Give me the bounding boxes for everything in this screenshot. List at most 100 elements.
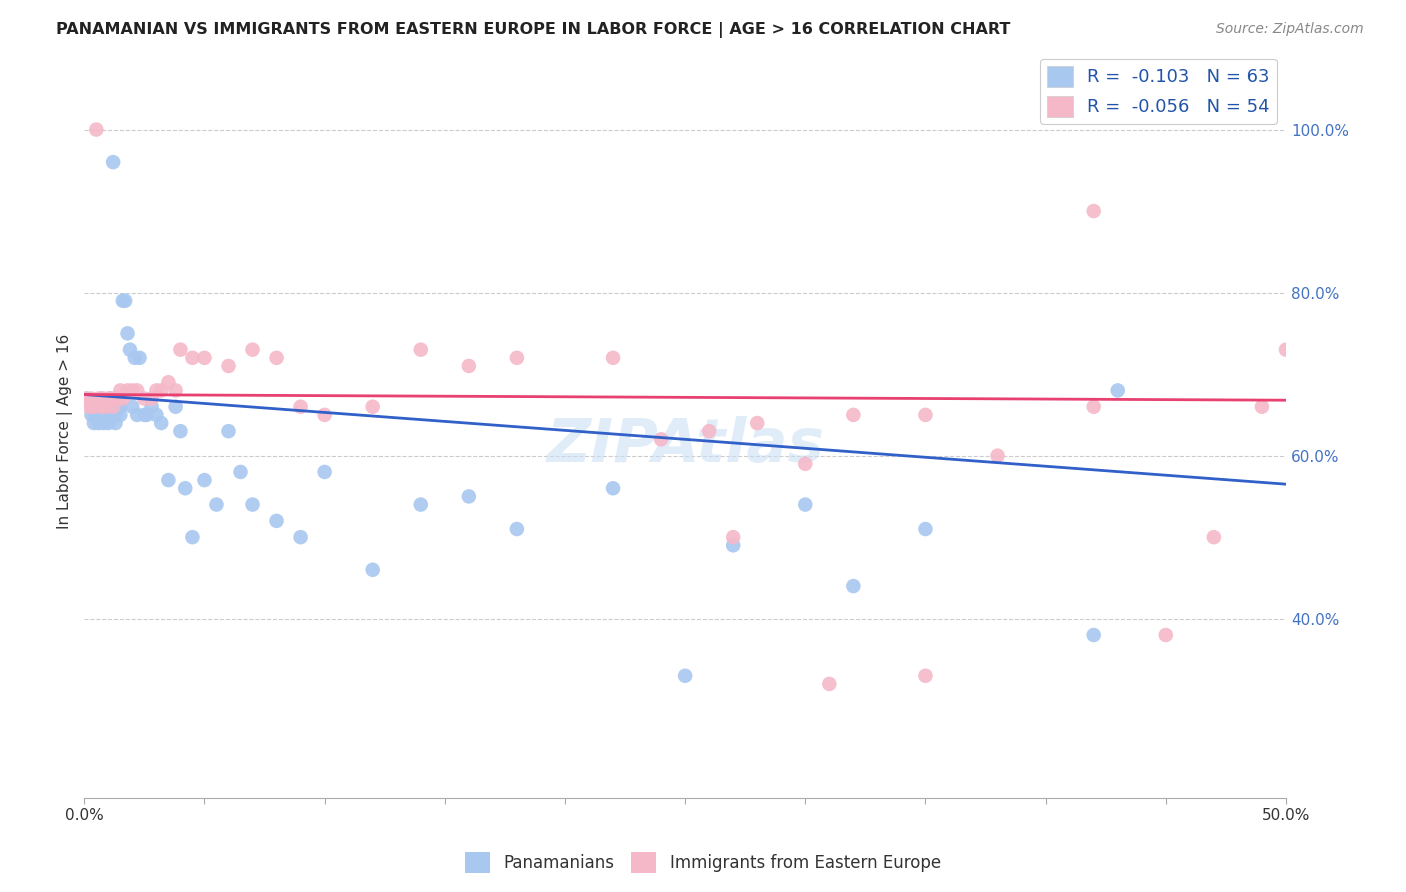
- Point: [457, 359, 479, 373]
- Point: [506, 351, 529, 365]
- Point: [80, 392, 103, 406]
- Point: [721, 538, 744, 552]
- Point: [1083, 400, 1105, 414]
- Point: [87, 408, 110, 422]
- Point: [314, 465, 336, 479]
- Point: [181, 530, 204, 544]
- Point: [104, 392, 127, 406]
- Point: [97, 392, 120, 406]
- Point: [1251, 400, 1274, 414]
- Point: [314, 408, 336, 422]
- Point: [1083, 204, 1105, 219]
- Point: [100, 408, 122, 422]
- Point: [218, 424, 240, 438]
- Point: [181, 351, 204, 365]
- Point: [169, 343, 191, 357]
- Point: [193, 473, 215, 487]
- Point: [205, 498, 228, 512]
- Point: [76, 392, 98, 406]
- Point: [124, 351, 146, 365]
- Point: [135, 408, 157, 422]
- Point: [93, 408, 115, 422]
- Point: [141, 392, 163, 406]
- Point: [84, 400, 107, 414]
- Point: [747, 416, 769, 430]
- Point: [266, 514, 288, 528]
- Point: [914, 669, 936, 683]
- Point: [1083, 628, 1105, 642]
- Point: [128, 351, 150, 365]
- Point: [107, 400, 129, 414]
- Point: [409, 498, 432, 512]
- Legend: R =  -0.103   N = 63, R =  -0.056   N = 54: R = -0.103 N = 63, R = -0.056 N = 54: [1040, 59, 1277, 124]
- Point: [94, 400, 117, 414]
- Point: [97, 416, 120, 430]
- Point: [1107, 384, 1129, 398]
- Point: [80, 408, 103, 422]
- Point: [94, 408, 117, 422]
- Point: [104, 408, 127, 422]
- Point: [457, 490, 479, 504]
- Point: [107, 392, 129, 406]
- Point: [914, 408, 936, 422]
- Point: [794, 498, 817, 512]
- Point: [101, 155, 124, 169]
- Point: [165, 400, 187, 414]
- Point: [193, 351, 215, 365]
- Point: [111, 392, 134, 406]
- Y-axis label: In Labor Force | Age > 16: In Labor Force | Age > 16: [58, 334, 73, 529]
- Point: [84, 408, 107, 422]
- Point: [145, 408, 167, 422]
- Point: [83, 416, 105, 430]
- Point: [101, 400, 124, 414]
- Point: [97, 408, 120, 422]
- Point: [145, 384, 167, 398]
- Point: [114, 293, 136, 308]
- Point: [121, 400, 143, 414]
- Point: [94, 400, 117, 414]
- Point: [84, 122, 107, 136]
- Point: [134, 392, 156, 406]
- Point: [169, 424, 191, 438]
- Point: [111, 293, 134, 308]
- Point: [90, 400, 112, 414]
- Point: [117, 384, 139, 398]
- Point: [697, 424, 720, 438]
- Point: [842, 408, 865, 422]
- Point: [100, 392, 122, 406]
- Point: [150, 416, 173, 430]
- Point: [104, 416, 127, 430]
- Point: [673, 669, 696, 683]
- Point: [242, 498, 264, 512]
- Point: [1275, 343, 1298, 357]
- Point: [229, 465, 252, 479]
- Point: [987, 449, 1010, 463]
- Point: [602, 351, 624, 365]
- Point: [266, 351, 288, 365]
- Point: [242, 343, 264, 357]
- Point: [87, 416, 110, 430]
- Point: [721, 530, 744, 544]
- Point: [110, 384, 132, 398]
- Point: [117, 326, 139, 341]
- Point: [121, 384, 143, 398]
- Point: [409, 343, 432, 357]
- Point: [134, 408, 156, 422]
- Point: [110, 400, 132, 414]
- Point: [93, 392, 115, 406]
- Point: [290, 530, 312, 544]
- Point: [118, 343, 141, 357]
- Text: PANAMANIAN VS IMMIGRANTS FROM EASTERN EUROPE IN LABOR FORCE | AGE > 16 CORRELATI: PANAMANIAN VS IMMIGRANTS FROM EASTERN EU…: [56, 22, 1011, 38]
- Point: [1154, 628, 1177, 642]
- Point: [157, 473, 180, 487]
- Point: [127, 408, 149, 422]
- Point: [100, 392, 122, 406]
- Point: [165, 384, 187, 398]
- Point: [77, 400, 100, 414]
- Point: [76, 392, 98, 406]
- Point: [157, 376, 180, 390]
- Point: [101, 400, 124, 414]
- Point: [914, 522, 936, 536]
- Point: [842, 579, 865, 593]
- Text: ZIPAtlas: ZIPAtlas: [546, 417, 824, 475]
